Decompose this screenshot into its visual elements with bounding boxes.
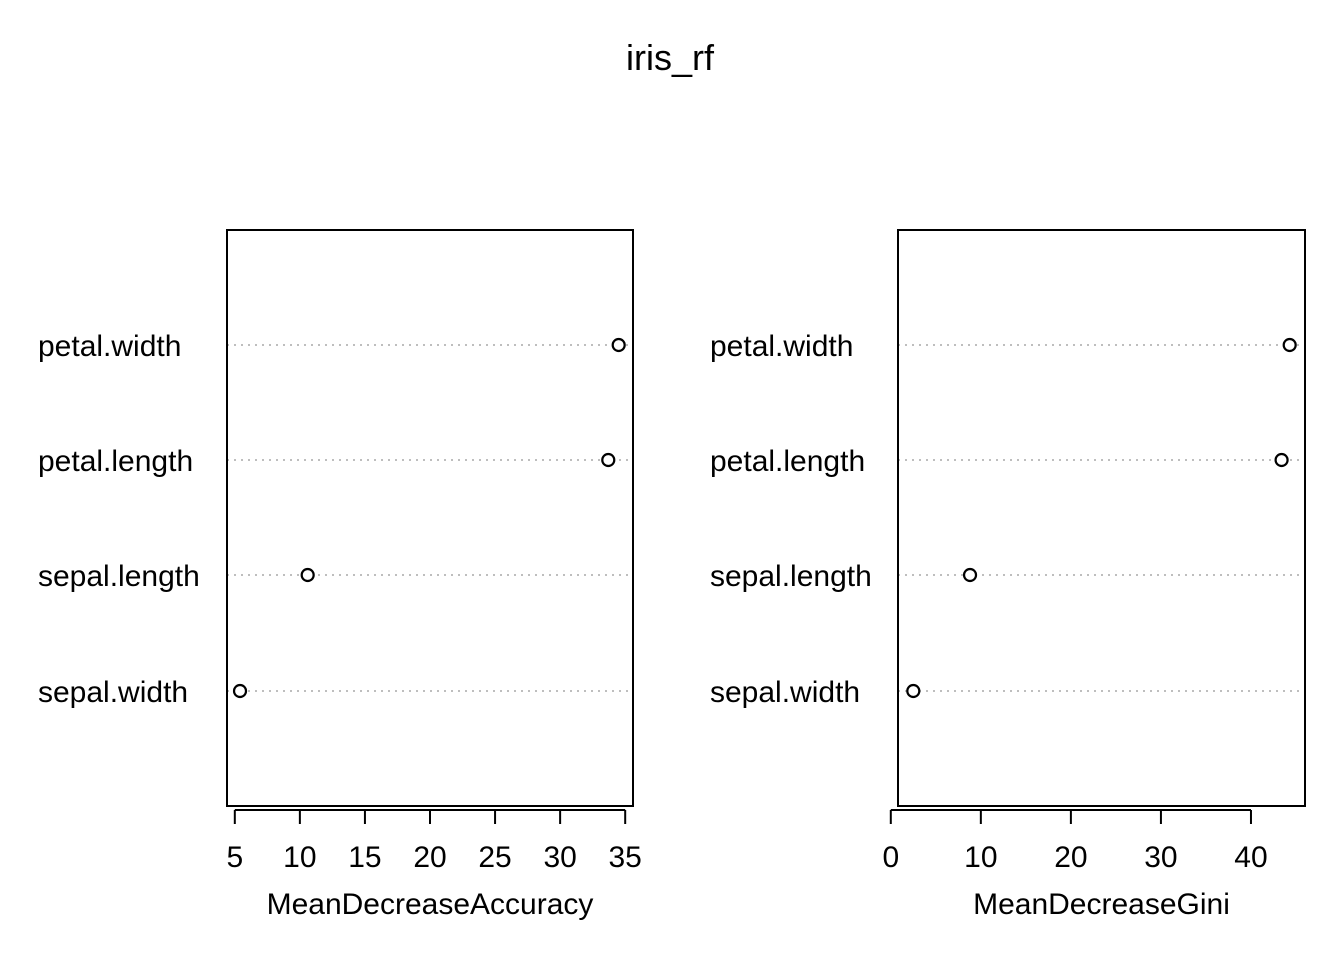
data-point [1282,337,1297,353]
category-label: petal.width [710,330,853,363]
x-tick-label: 5 [226,841,243,874]
x-tick-label: 30 [1144,841,1177,874]
x-tick-label: 35 [609,841,642,874]
data-point [1274,452,1289,468]
plot-frame [226,229,634,807]
x-tick-label: 20 [1054,841,1087,874]
x-tick-label: 0 [882,841,899,874]
data-point [962,567,978,583]
category-label: petal.width [38,330,181,363]
data-point [300,567,315,583]
category-label: sepal.length [38,560,200,593]
panel-mean-decrease-accuracy: sepal.width sepal.length petal.length petal… [38,229,642,921]
x-tick-label: 10 [283,841,316,874]
x-tick-label: 40 [1234,841,1267,874]
x-axis-label: MeanDecreaseGini [973,888,1230,921]
category-label: petal.length [710,445,865,478]
category-label: sepal.length [710,560,872,593]
category-label: sepal.width [710,676,860,709]
category-label: sepal.width [38,676,188,709]
x-tick-label: 20 [413,841,446,874]
category-label: petal.length [38,445,193,478]
x-tick-label: 30 [543,841,576,874]
plot-frame [897,229,1306,807]
x-tick-label: 10 [964,841,997,874]
panel-mean-decrease-gini: sepal.width sepal.length petal.length petal… [710,229,1306,921]
x-tick-label: 15 [348,841,381,874]
data-point [906,683,921,699]
x-axis-label: MeanDecreaseAccuracy [267,888,594,921]
data-point [232,683,248,699]
data-point [601,452,616,468]
x-tick-label: 25 [478,841,511,874]
data-point [611,337,626,353]
figure-title: iris_rf [626,37,715,78]
